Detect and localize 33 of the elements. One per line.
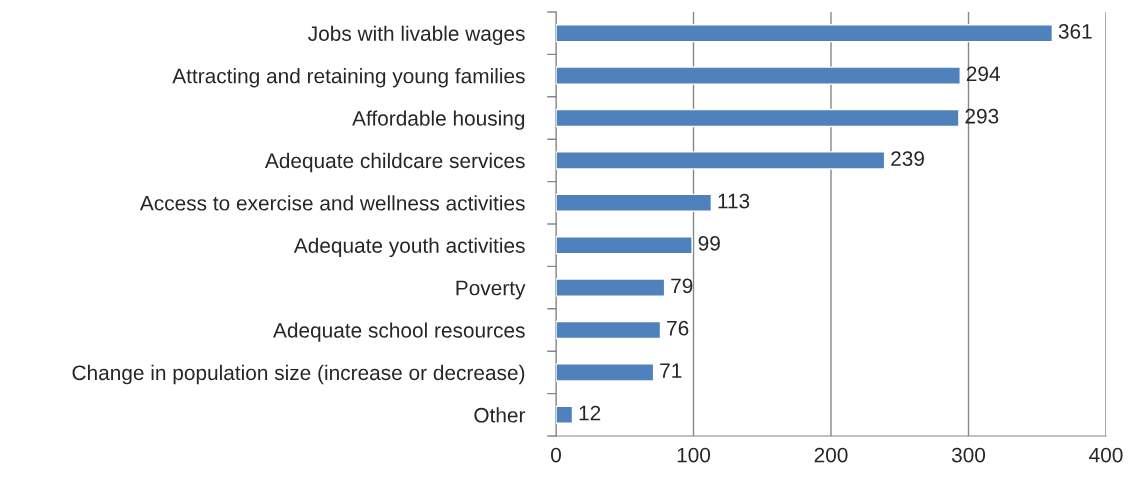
y-tick-label: Other bbox=[474, 407, 526, 423]
y-tick-label: Jobs with livable wages bbox=[308, 25, 525, 46]
y-tick-label: Affordable housing bbox=[352, 110, 525, 130]
bar bbox=[556, 24, 1054, 43]
bar bbox=[556, 151, 886, 170]
y-tick-label: Poverty bbox=[456, 280, 526, 300]
x-tick-label: 400 bbox=[1089, 447, 1123, 463]
bar bbox=[556, 363, 655, 382]
y-tick-label: Adequate childcare services bbox=[264, 152, 525, 173]
y-tick-label: Access to exercise and wellness activities bbox=[139, 195, 525, 211]
bar bbox=[556, 236, 693, 255]
data-label: 99 bbox=[698, 236, 720, 251]
data-label: 79 bbox=[671, 278, 693, 294]
data-label: 361 bbox=[1058, 24, 1092, 39]
bar bbox=[556, 278, 666, 297]
y-tick-label: Adequate youth activities bbox=[293, 237, 525, 258]
y-tick-label: Adequate school resources bbox=[273, 322, 525, 342]
x-tick-label: 300 bbox=[951, 447, 986, 463]
y-tick-label: Change in population size (increase or decrease) bbox=[72, 364, 525, 385]
bar bbox=[556, 193, 713, 212]
data-label: 71 bbox=[660, 363, 682, 378]
data-label: 239 bbox=[891, 151, 924, 166]
bar bbox=[556, 66, 961, 85]
bar bbox=[556, 320, 662, 340]
data-label: 76 bbox=[667, 320, 689, 336]
x-tick-label: 200 bbox=[814, 447, 848, 463]
data-label: 113 bbox=[718, 193, 750, 209]
x-tick-label: 0 bbox=[551, 447, 561, 463]
x-tick-label: 100 bbox=[677, 447, 711, 463]
y-tick-label: Attracting and retaining young families bbox=[172, 68, 525, 88]
data-label: 12 bbox=[579, 405, 601, 421]
bar bbox=[556, 405, 574, 424]
bar bbox=[556, 108, 960, 128]
